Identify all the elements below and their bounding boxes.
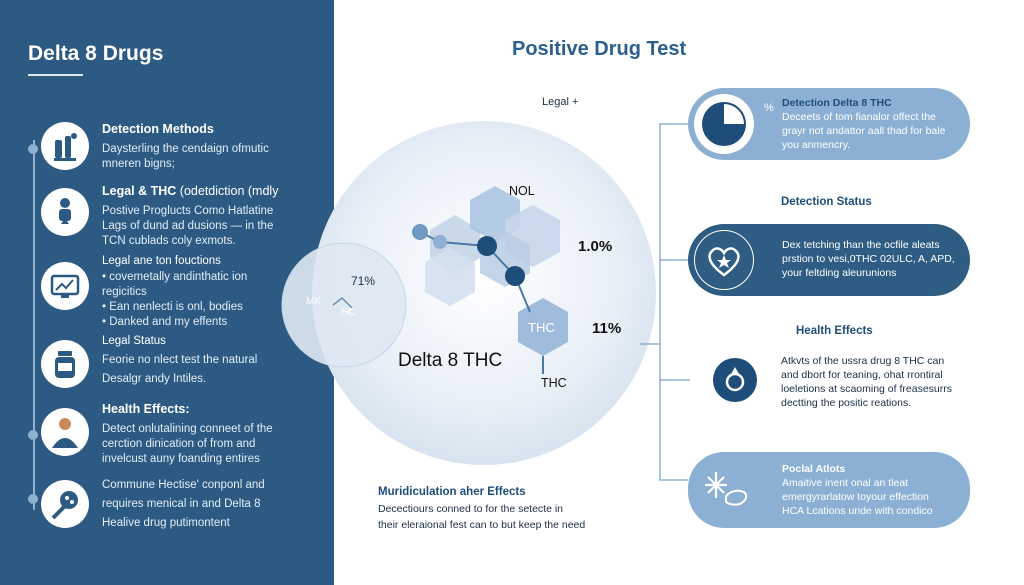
drop-icon: [713, 358, 757, 402]
card-detection-delta8[interactable]: % Detection Delta 8 THC Deceets of tom f…: [688, 88, 970, 160]
sidebar-connector-line: [33, 140, 35, 510]
timeline-dot: [28, 430, 38, 440]
title-underline: [28, 74, 83, 76]
card-line: and dbort for teaning, ohat rrontiral: [781, 369, 943, 381]
sidebar-item-line: • Danked and my effents: [102, 316, 228, 328]
card-detection-status[interactable]: Dex tetching than the ocfile aleats prst…: [688, 224, 970, 296]
card-line: emergyrarlatow toyour effection: [782, 491, 929, 503]
sidebar-item-heading: Legal ane ton fouctions: [102, 255, 221, 267]
sidebar-item-line: regicitics: [102, 286, 147, 298]
card-line: Dex tetching than the ocfile aleats: [782, 239, 940, 251]
thc-hexagon-label: THC: [528, 320, 555, 335]
card-line: Deceets of tom fianalor offect the: [782, 111, 936, 123]
card-line: HCA Lcations uride with condico: [782, 505, 933, 517]
sidebar-item-heading: Legal & THC: [102, 184, 177, 198]
thc-label: THC: [541, 376, 567, 390]
sidebar-item-line: invelcust auny foanding entires: [102, 453, 260, 465]
card-title: Detection Delta 8 THC: [782, 97, 892, 109]
card-line: Amaitive inent onal an tleat: [782, 477, 909, 489]
small-circle-left: [282, 243, 406, 367]
sidebar-item-line: Postive Proglucts Como Hatlatine: [102, 205, 274, 217]
left-circle-percent: 71%: [351, 274, 376, 288]
jar-icon: [41, 340, 89, 388]
atom-node: [412, 224, 428, 240]
detection-status-label: Detection Status: [781, 196, 872, 208]
sidebar: Delta 8 Drugs Detection Methods Daysterl…: [0, 0, 334, 585]
atom-node: [477, 236, 497, 256]
card-line: you anmencry.: [782, 139, 851, 151]
sidebar-item-heading: Health Effects: [102, 402, 186, 416]
timeline-dot: [28, 494, 38, 504]
health-effects-label: Health Effects: [796, 325, 873, 337]
atom-node: [433, 235, 447, 249]
person-plant-icon: [41, 188, 89, 236]
screen-chart-icon: [41, 262, 89, 310]
card-line: prstion to vesi,0THC 02ULC, A, APD,: [782, 253, 955, 265]
sidebar-item-line: Commune Hectise' conponl and: [102, 479, 265, 491]
card-line: your feltding aleurunions: [782, 267, 897, 279]
thc-hexagon: [518, 298, 568, 356]
center-label: Delta 8 THC: [398, 350, 503, 371]
bottom-line: Decectiours conned to for the setecte in: [378, 503, 564, 515]
card-line: grayr not andattor aall thad for bale: [782, 125, 946, 137]
sidebar-item-line: requires menical in and Delta 8: [102, 498, 261, 510]
legal-label: Legal +: [542, 96, 579, 108]
sidebar-item-heading: Detection Methods: [102, 122, 214, 136]
bottom-line: their eleraional fest can to but keep th…: [378, 519, 586, 531]
bottom-heading: Muridiculation aher Effects: [378, 486, 526, 498]
left-circle-hc: HC: [341, 307, 356, 318]
atom-node: [505, 266, 525, 286]
sidebar-item-line: TCN cublads coly exmots.: [102, 235, 236, 247]
heart-star-icon: [694, 230, 754, 290]
card-prefix: %: [764, 102, 774, 114]
percent-label-2: 11%: [592, 320, 622, 337]
sidebar-item-heading-suffix: (odetdiction (mdly: [179, 184, 279, 198]
nol-label: NOL: [509, 184, 535, 198]
page-title: Positive Drug Test: [512, 38, 687, 60]
background-circle: [312, 121, 656, 465]
sidebar-item-heading-suffix: :: [185, 402, 190, 416]
sidebar-item-line: Lags of dund ad dusions — in the: [102, 220, 274, 232]
person-icon: [41, 408, 89, 456]
sidebar-item-line: mneren bigns;: [102, 158, 175, 170]
small-arrow: [332, 297, 353, 309]
card-line: dectting the positic reations.: [781, 397, 912, 409]
card-title: Poclal Atlots: [782, 463, 846, 475]
sidebar-item-line: Detect onlutalining conneet of the: [102, 423, 273, 435]
card-social-effects[interactable]: Poclal Atlots Amaitive inent onal an tle…: [688, 452, 970, 528]
sidebar-title: Delta 8 Drugs: [28, 42, 164, 65]
connector-line: [659, 123, 688, 481]
sidebar-item-heading: Legal Status: [102, 335, 166, 347]
pie-chart-icon: [694, 94, 754, 154]
lab-bottles-icon: [41, 122, 89, 170]
percent-label-1: 1.0%: [578, 238, 613, 255]
sidebar-item-line: Healive drug putimontent: [102, 517, 230, 529]
sidebar-item-line: • covemetally andinthatic ion: [102, 271, 248, 283]
card-line: loeletions at scaoming of freasesurrs: [781, 383, 952, 395]
sidebar-item-line: Daysterling the cendaign ofmutic: [102, 143, 269, 155]
sidebar-item-line: cerction dinication of from and: [102, 438, 256, 450]
sidebar-item-line: • Ean nenlecti is onl, bodies: [102, 301, 243, 313]
syringe-icon: [41, 480, 89, 528]
snowflake-hand-icon: [694, 458, 754, 518]
card-line: Atkvts of the ussra drug 8 THC can: [781, 355, 945, 367]
timeline-dot: [28, 144, 38, 154]
hexagon: [425, 248, 475, 306]
health-effects-description: Atkvts of the ussra drug 8 THC can and d…: [781, 354, 981, 410]
sidebar-item-line: Desalgr andy Intiles.: [102, 373, 207, 385]
sidebar-item-line: Feorie no nlect test the natural: [102, 354, 258, 366]
left-circle-mk: MK: [306, 296, 321, 307]
